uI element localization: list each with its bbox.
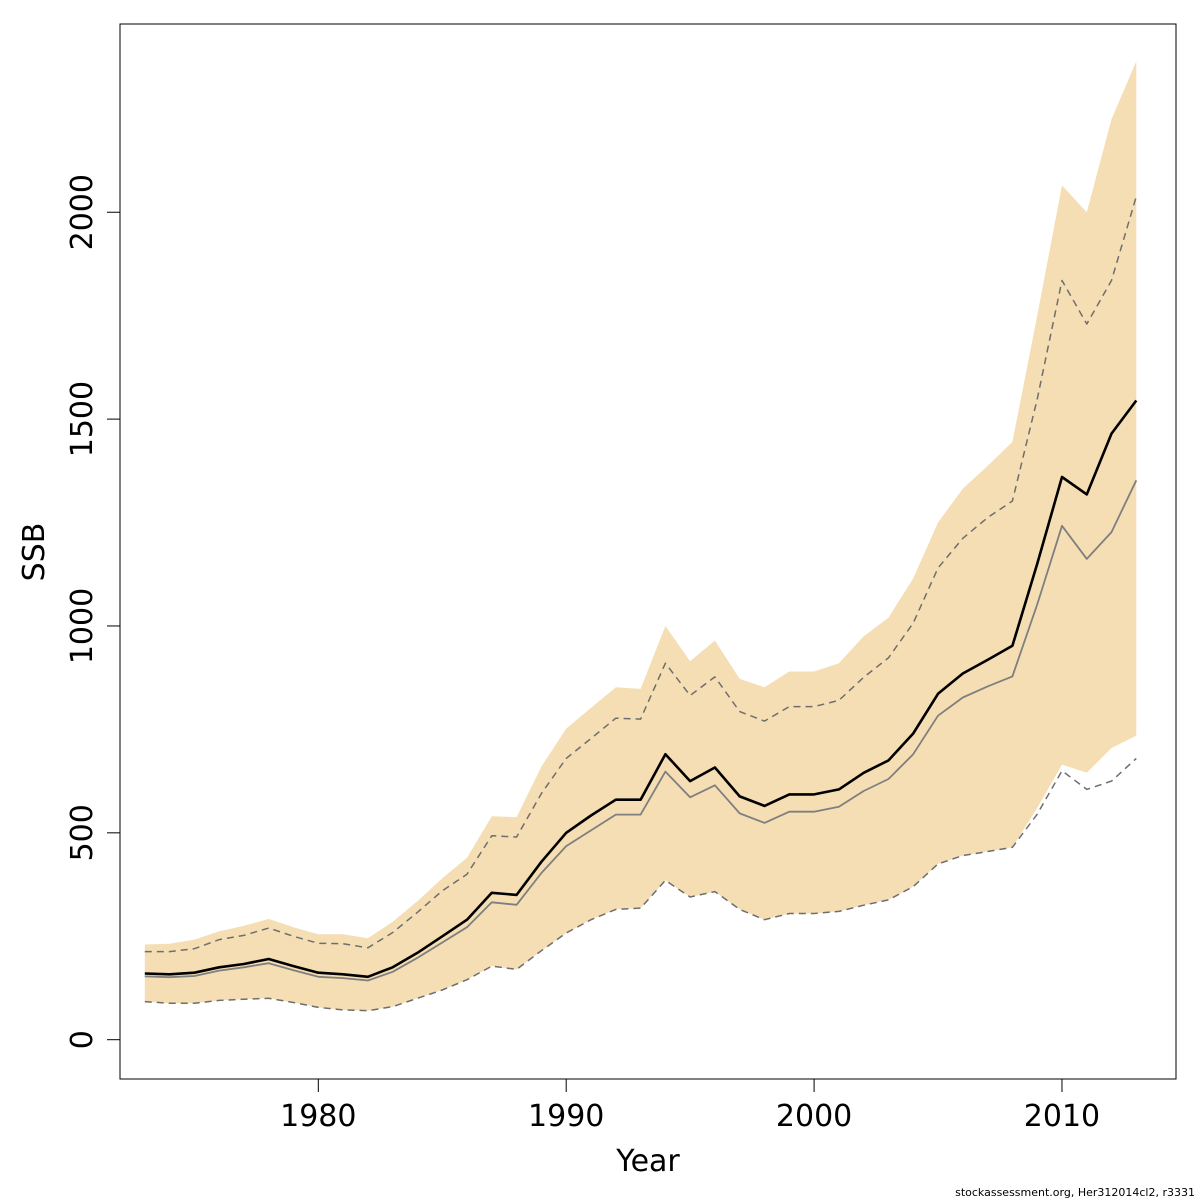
previous-upper-ci-line	[144, 196, 1138, 953]
y-tick-label: 1000	[65, 588, 100, 664]
confidence-band	[144, 61, 1137, 1011]
confidence-band-layer	[144, 61, 1137, 1011]
y-tick-label: 0	[65, 1030, 100, 1049]
x-tick-label: 1990	[528, 1099, 604, 1134]
ssb-estimate-line	[144, 399, 1138, 979]
y-axis: 0 500 1000 1500 2000	[65, 174, 121, 1049]
previous-estimate-line	[144, 479, 1138, 982]
y-tick-label: 2000	[65, 174, 100, 250]
x-tick-label: 1980	[280, 1099, 356, 1134]
y-axis-title: SSB	[17, 523, 52, 582]
x-axis: 1980 1990 2000 2010	[280, 1078, 1100, 1134]
x-axis-title: Year	[615, 1144, 680, 1179]
credit-text: stockassessment.org, Her312014cl2, r3331	[955, 1186, 1195, 1199]
x-tick-label: 2000	[776, 1099, 852, 1134]
series-layer	[144, 196, 1138, 1012]
y-tick-label: 500	[65, 804, 100, 861]
x-tick-label: 2010	[1024, 1099, 1100, 1134]
y-tick-label: 1500	[65, 381, 100, 457]
